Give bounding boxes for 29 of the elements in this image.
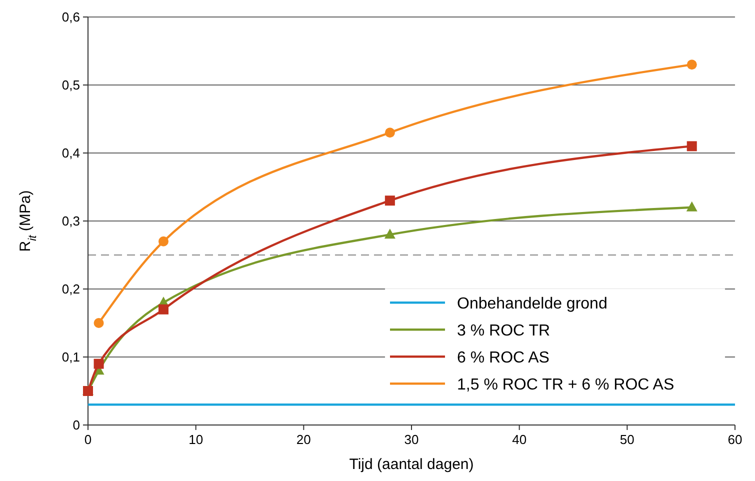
point xyxy=(686,141,697,152)
x-tick-label: 20 xyxy=(296,432,311,447)
y-tick-label: 0,2 xyxy=(62,282,80,296)
legend-label: 6 % ROC AS xyxy=(457,350,550,367)
point xyxy=(384,196,395,206)
point xyxy=(686,201,698,212)
point xyxy=(384,128,395,138)
legend-label: Onbehandelde grond xyxy=(457,296,608,313)
x-axis-title: Tijd (aantal dagen) xyxy=(349,456,474,473)
y-tick-label: 0,4 xyxy=(62,146,80,160)
x-tick-label: 40 xyxy=(512,432,527,447)
legend-label: 1,5 % ROC TR + 6 % ROC AS xyxy=(457,376,674,394)
x-tick-label: 60 xyxy=(728,432,742,447)
y-tick-label: 0,5 xyxy=(62,78,80,92)
point xyxy=(384,228,396,239)
x-tick-label: 10 xyxy=(188,432,204,447)
y-tick-label: 0,3 xyxy=(62,214,80,228)
y-tick-label: 0 xyxy=(72,418,80,432)
point xyxy=(158,236,168,246)
point xyxy=(158,304,168,314)
point xyxy=(94,358,104,369)
point xyxy=(94,318,104,328)
y-tick-label: 0,1 xyxy=(62,350,80,364)
x-tick-label: 30 xyxy=(404,432,419,447)
point xyxy=(686,60,697,70)
x-tick-label: 0 xyxy=(84,432,92,447)
legend-label: 3 % ROC TR xyxy=(457,322,550,340)
x-tick-label: 50 xyxy=(620,432,634,447)
y-tick-label: 0,6 xyxy=(62,10,80,24)
